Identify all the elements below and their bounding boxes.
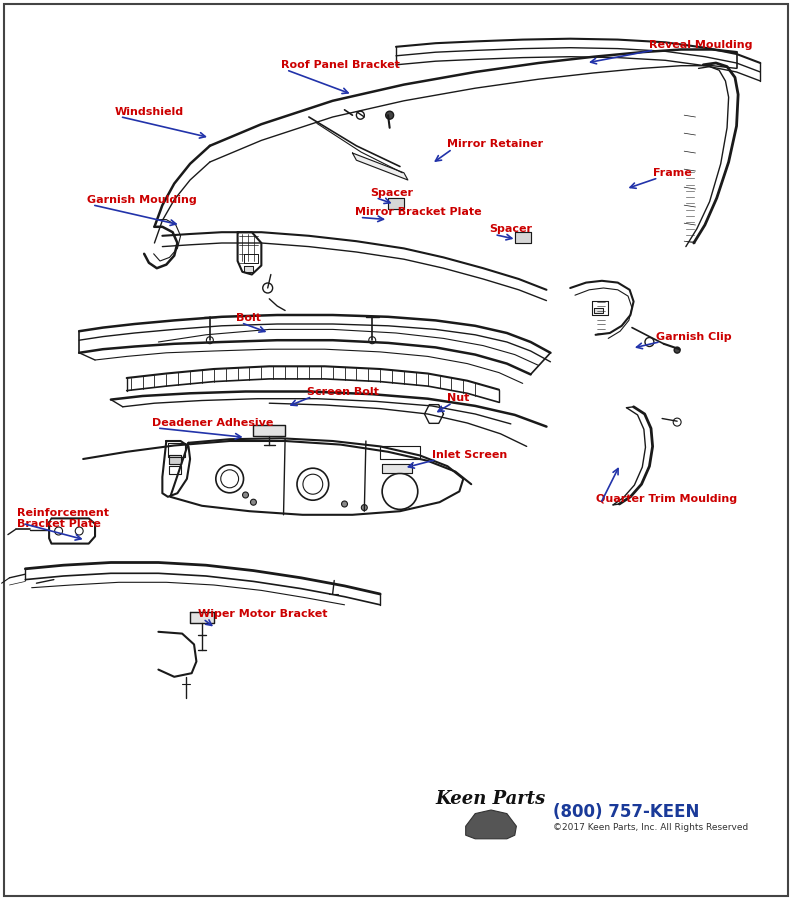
Text: Nut: Nut	[447, 392, 470, 403]
Text: Garnish Clip: Garnish Clip	[656, 331, 731, 342]
Circle shape	[250, 500, 257, 505]
Text: Spacer: Spacer	[490, 224, 533, 235]
Polygon shape	[254, 425, 285, 436]
Text: Bolt: Bolt	[236, 312, 261, 323]
Polygon shape	[170, 455, 181, 464]
Text: Garnish Moulding: Garnish Moulding	[87, 194, 197, 205]
Text: ©2017 Keen Parts, Inc. All Rights Reserved: ©2017 Keen Parts, Inc. All Rights Reserv…	[553, 824, 748, 832]
Polygon shape	[190, 612, 214, 623]
Text: Windshield: Windshield	[115, 106, 184, 117]
Text: Reinforcement
Bracket Plate: Reinforcement Bracket Plate	[18, 508, 110, 529]
Text: Mirror Retainer: Mirror Retainer	[447, 139, 543, 149]
Text: Deadener Adhesive: Deadener Adhesive	[152, 418, 274, 428]
Circle shape	[386, 112, 394, 119]
Polygon shape	[353, 153, 408, 180]
Text: Frame: Frame	[654, 167, 692, 178]
Text: Inlet Screen: Inlet Screen	[432, 449, 507, 460]
Polygon shape	[594, 308, 603, 313]
Circle shape	[674, 347, 680, 353]
Polygon shape	[244, 266, 254, 272]
Polygon shape	[388, 198, 404, 209]
Text: Reveal Moulding: Reveal Moulding	[650, 40, 753, 50]
Text: Screen Bolt: Screen Bolt	[307, 386, 379, 397]
Text: (800) 757-KEEN: (800) 757-KEEN	[553, 803, 699, 821]
Circle shape	[362, 505, 367, 510]
Polygon shape	[466, 810, 516, 839]
Polygon shape	[514, 232, 530, 243]
Circle shape	[342, 501, 347, 507]
Text: Keen Parts: Keen Parts	[436, 790, 546, 808]
Circle shape	[242, 492, 249, 498]
Text: Spacer: Spacer	[370, 187, 414, 198]
Text: Mirror Bracket Plate: Mirror Bracket Plate	[355, 207, 482, 218]
Text: Quarter Trim Moulding: Quarter Trim Moulding	[595, 493, 737, 504]
Text: Wiper Motor Bracket: Wiper Motor Bracket	[198, 608, 327, 619]
Text: Roof Panel Bracket: Roof Panel Bracket	[281, 59, 400, 70]
Polygon shape	[382, 464, 412, 472]
